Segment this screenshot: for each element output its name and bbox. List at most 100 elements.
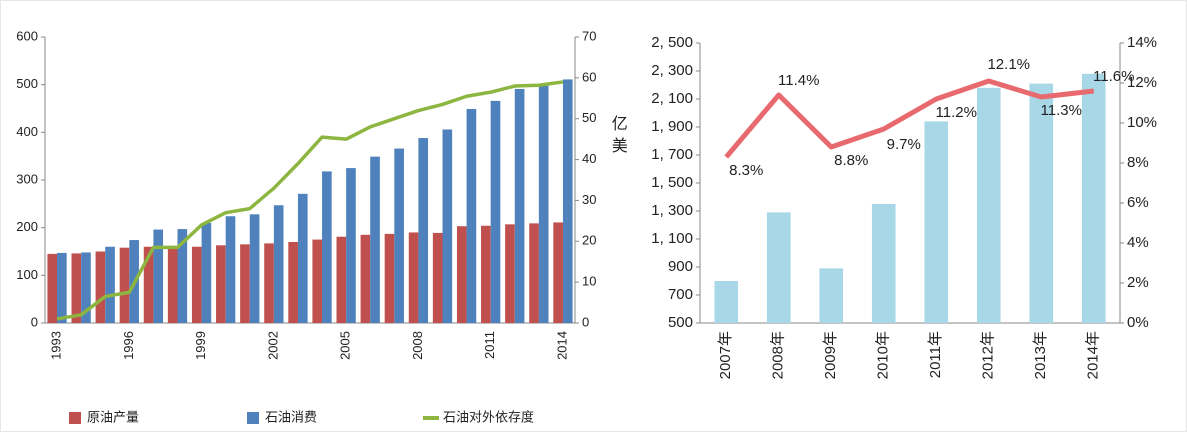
- bar: [273, 205, 284, 323]
- x-tick-label: 1993: [48, 331, 63, 360]
- x-tick-label: 2014: [554, 331, 569, 360]
- x-tick-label: 2008: [410, 331, 425, 360]
- y-tick-label: 700: [668, 286, 693, 303]
- bar: [288, 241, 298, 323]
- y2-tick-label: 8%: [1127, 154, 1149, 171]
- y-tick-label: 2, 300: [651, 62, 693, 79]
- bar: [481, 225, 491, 323]
- x-tick-label: 2012年: [980, 331, 997, 379]
- bar: [976, 87, 1001, 323]
- bar: [924, 121, 949, 324]
- legend-label: 石油消费: [265, 409, 317, 424]
- value-label: 11.4%: [778, 72, 819, 89]
- x-tick-label: 2002: [265, 331, 280, 360]
- bar: [71, 253, 82, 323]
- bar: [216, 245, 226, 323]
- bar: [81, 252, 91, 323]
- value-label: 12.1%: [987, 56, 1030, 73]
- bar: [514, 88, 525, 323]
- chart: 0 100 200 300 400 500 600 0 10 20 30 40 50 60 70 1993 19…: [16, 28, 596, 424]
- chart: 500 700 900 1, 100 1, 300 1, 500 1, 700 1, 900 2…: [609, 34, 1157, 379]
- y2-tick-label: 60: [582, 69, 596, 84]
- y-tick-label: 1, 700: [651, 146, 693, 163]
- y-tick-label: 400: [16, 124, 38, 139]
- bar: [119, 247, 130, 323]
- bar: [456, 226, 467, 323]
- bar: [264, 243, 274, 323]
- value-label: 11.3%: [1041, 102, 1082, 119]
- bar: [143, 246, 154, 323]
- bar: [201, 222, 212, 323]
- line-series: [724, 78, 1095, 159]
- bar: [360, 234, 371, 323]
- value-label: 9.7%: [887, 136, 921, 153]
- x-tick-label: 2011: [482, 331, 497, 359]
- y2-tick-label: 4%: [1127, 234, 1149, 251]
- y-tick-label: 500: [16, 76, 38, 91]
- y2-tick-label: 10: [582, 274, 596, 289]
- bar: [505, 224, 515, 323]
- x-tick-label: 2009年: [822, 331, 839, 379]
- line-series: [56, 80, 564, 321]
- y-tick-label: 1, 500: [651, 174, 693, 191]
- bar: [819, 268, 844, 323]
- x-tick-label: 2010年: [875, 331, 892, 379]
- bar: [394, 148, 404, 323]
- y-tick-label: 100: [16, 267, 38, 282]
- x-tick-label: 2011年: [927, 331, 944, 378]
- bar: [95, 251, 106, 323]
- bar: [177, 229, 188, 323]
- bar: [191, 246, 202, 323]
- y-tick-label: 900: [668, 258, 693, 275]
- bar: [1081, 73, 1106, 323]
- bar: [225, 216, 236, 323]
- y2-tick-label: 70: [582, 28, 596, 43]
- value-label: 8.3%: [729, 162, 763, 179]
- legend-swatch: [247, 412, 259, 424]
- value-label: 8.8%: [834, 152, 868, 169]
- bar: [47, 253, 58, 323]
- y-tick-label: 1, 300: [651, 202, 693, 219]
- x-tick-label: 2013年: [1032, 331, 1049, 379]
- bar: [529, 223, 539, 323]
- x-tick-label: 1999: [193, 331, 208, 360]
- bar: [105, 246, 115, 323]
- y-tick-label: 300: [16, 171, 38, 186]
- bar: [714, 281, 739, 323]
- y-tick-label: 1, 100: [651, 230, 693, 247]
- x-tick-label: 2005: [338, 331, 353, 360]
- y-tick-label: 2, 100: [651, 90, 693, 107]
- y2-tick-label: 0: [582, 314, 589, 329]
- bar: [336, 236, 347, 323]
- bar: [370, 156, 380, 323]
- bar: [562, 79, 573, 323]
- y2-tick-label: 50: [582, 110, 596, 125]
- bar: [57, 252, 67, 323]
- bar: [432, 232, 443, 323]
- y-tick-label: 0: [31, 314, 38, 329]
- y2-tick-label: 30: [582, 192, 596, 207]
- y2-tick-label: 12%: [1127, 74, 1157, 91]
- x-tick-label: 2014年: [1085, 331, 1102, 379]
- bar: [490, 100, 501, 323]
- bar: [167, 246, 178, 323]
- bar: [346, 168, 356, 323]
- y2-tick-label: 10%: [1127, 114, 1157, 131]
- bar: [240, 244, 250, 323]
- bar: [153, 229, 164, 323]
- bar: [1029, 83, 1054, 323]
- bar: [418, 138, 429, 323]
- y-tick-label: 500: [668, 314, 693, 331]
- bar: [312, 239, 323, 323]
- bar: [466, 108, 477, 323]
- bar: [553, 222, 563, 323]
- y2-tick-label: 14%: [1127, 34, 1157, 51]
- y-tick-label: 2, 500: [651, 34, 693, 51]
- x-tick-label: 1996: [121, 331, 136, 360]
- y-tick-label: 600: [16, 28, 38, 43]
- y2-tick-label: 2%: [1127, 274, 1149, 291]
- legend-label: 原油产量: [87, 409, 139, 424]
- y2-tick-label: 40: [582, 151, 596, 166]
- bar: [297, 193, 308, 323]
